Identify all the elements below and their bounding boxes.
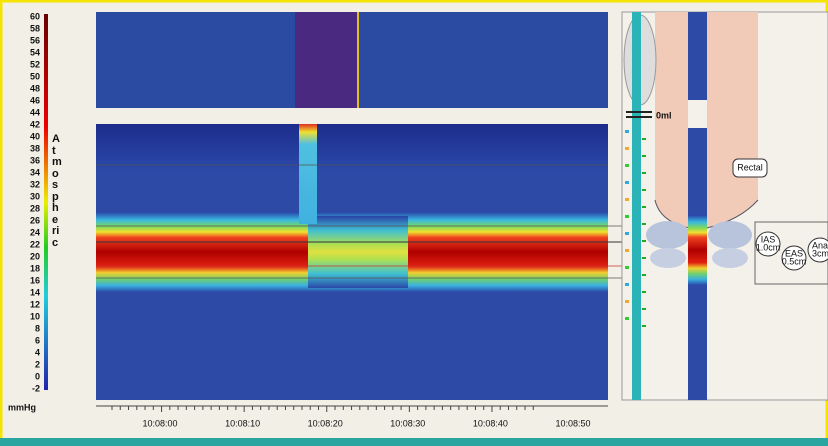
scale-tick-label: 8 <box>35 323 40 333</box>
scale-tick-label: 54 <box>30 47 40 57</box>
sensor-dot <box>625 164 629 167</box>
sensor-dot <box>642 274 646 276</box>
sphincter <box>708 221 752 249</box>
scale-tick-label: 14 <box>30 287 40 297</box>
strip-gap <box>688 100 707 128</box>
scale-tick-label: 56 <box>30 35 40 45</box>
event-region <box>295 12 358 108</box>
scale-tick-label: 18 <box>30 263 40 273</box>
scale-tick-label: 2 <box>35 359 40 369</box>
scale-tick-label: 20 <box>30 251 40 261</box>
anal-length: 3cm <box>812 248 828 258</box>
sphincter <box>646 221 690 249</box>
unit-label: mmHg <box>8 402 36 412</box>
scale-tick-label: 48 <box>30 83 40 93</box>
relaxation-zone <box>308 216 408 288</box>
rectal-label: Rectal <box>737 162 763 172</box>
sensor-dot <box>625 232 629 235</box>
sphincter <box>712 248 748 268</box>
scale-tick-label: 22 <box>30 239 40 249</box>
sensor-dot <box>642 291 646 293</box>
scale-tick-label: 42 <box>30 119 40 129</box>
app-window: 0ml Rectal IAS 1.0cm EAS 0.5cm Anal 3cm … <box>0 0 828 446</box>
sensor-dot <box>642 223 646 225</box>
volume-label: 0ml <box>656 110 672 120</box>
sensor-dot <box>625 317 629 320</box>
scale-tick-label: 58 <box>30 23 40 33</box>
scale-tick-label: 52 <box>30 59 40 69</box>
time-label: 10:08:30 <box>390 418 425 428</box>
scale-tick-label: 60 <box>30 11 40 21</box>
sensor-dot <box>642 206 646 208</box>
sensor-dot <box>625 130 629 133</box>
sensor-dot <box>642 138 646 140</box>
scale-tick-label: 28 <box>30 203 40 213</box>
time-label: 10:08:20 <box>308 418 343 428</box>
sensor-dot <box>625 215 629 218</box>
color-scale <box>44 14 48 390</box>
sensor-dot <box>625 249 629 252</box>
atmospheric-label: Atmospheric <box>52 134 60 249</box>
catheter <box>632 12 641 400</box>
time-label: 10:08:00 <box>142 418 177 428</box>
time-label: 10:08:50 <box>555 418 590 428</box>
sensor-dot <box>642 325 646 327</box>
scale-tick-label: 12 <box>30 299 40 309</box>
scale-tick-label: 32 <box>30 179 40 189</box>
sensor-dot <box>642 257 646 259</box>
scale-tick-label: 40 <box>30 131 40 141</box>
pressure-map-upper <box>96 124 608 169</box>
time-label: 10:08:10 <box>225 418 260 428</box>
eas-length: 0.5cm <box>782 256 807 266</box>
pressure-plume <box>299 124 317 224</box>
scale-tick-label: 44 <box>30 107 40 117</box>
scale-tick-label: 16 <box>30 275 40 285</box>
sensor-dot <box>642 155 646 157</box>
scale-tick-label: 26 <box>30 215 40 225</box>
sensor-dot <box>625 283 629 286</box>
scale-tick-label: 50 <box>30 71 40 81</box>
scale-tick-label: 4 <box>35 347 40 357</box>
scale-tick-label: 36 <box>30 155 40 165</box>
scale-tick-label: -2 <box>32 383 40 393</box>
scale-tick-label: 24 <box>30 227 40 237</box>
sensor-dot <box>625 147 629 150</box>
scale-tick-label: 0 <box>35 371 40 381</box>
time-label: 10:08:40 <box>473 418 508 428</box>
scale-tick-label: 34 <box>30 167 40 177</box>
scale-tick-label: 30 <box>30 191 40 201</box>
strip-band <box>688 215 707 285</box>
scale-tick-label: 46 <box>30 95 40 105</box>
manometry-view: 0ml Rectal IAS 1.0cm EAS 0.5cm Anal 3cm … <box>0 0 828 446</box>
sensor-dot <box>642 172 646 174</box>
scale-tick-label: 38 <box>30 143 40 153</box>
status-bar <box>0 438 828 446</box>
sensor-dot <box>642 189 646 191</box>
sensor-dot <box>642 240 646 242</box>
sensor-dot <box>625 198 629 201</box>
scale-tick-label: 6 <box>35 335 40 345</box>
ias-length: 1.0cm <box>756 242 781 252</box>
scale-tick-label: 10 <box>30 311 40 321</box>
sensor-dot <box>625 266 629 269</box>
rectum-wall <box>707 12 758 228</box>
pressure-strip <box>688 12 707 400</box>
sensor-dot <box>642 308 646 310</box>
sensor-dot <box>625 300 629 303</box>
sphincter <box>650 248 686 268</box>
sensor-dot <box>625 181 629 184</box>
